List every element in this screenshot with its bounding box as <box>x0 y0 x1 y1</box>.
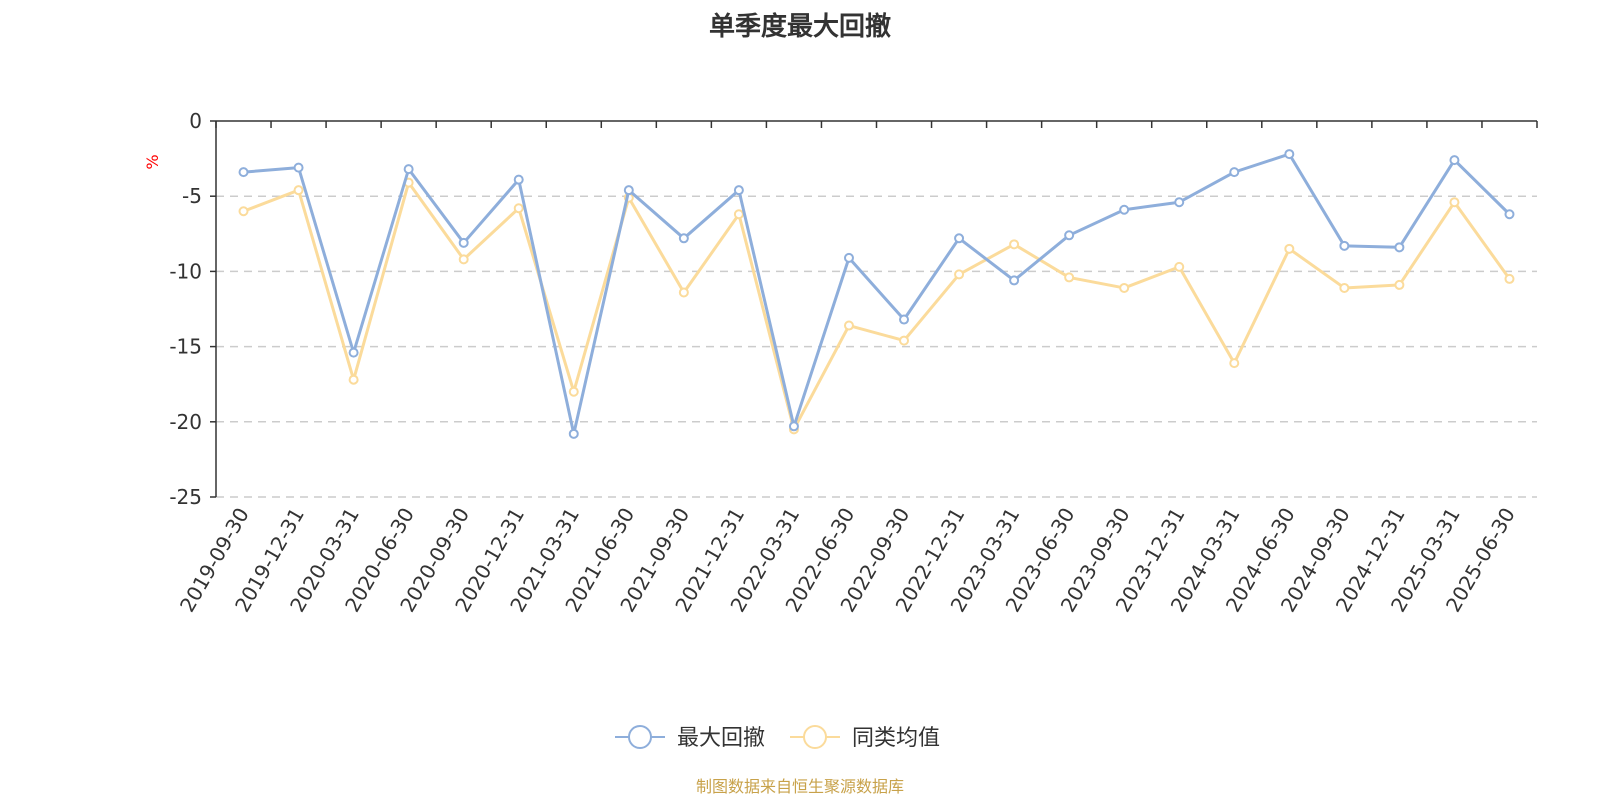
data-point[interactable] <box>733 185 744 196</box>
series-1 <box>238 177 1515 435</box>
series-line <box>242 181 1511 431</box>
data-point[interactable] <box>568 428 579 439</box>
y-tick-label: -20 <box>169 410 202 434</box>
data-point[interactable] <box>403 164 414 175</box>
data-point[interactable] <box>1339 282 1350 293</box>
data-point[interactable] <box>513 174 524 185</box>
data-point[interactable] <box>733 209 744 220</box>
data-point[interactable] <box>1174 261 1185 272</box>
data-point[interactable] <box>1449 155 1460 166</box>
data-point[interactable] <box>1009 239 1020 250</box>
data-point[interactable] <box>899 335 910 346</box>
data-point[interactable] <box>348 374 359 385</box>
data-point[interactable] <box>1284 243 1295 254</box>
legend-label: 最大回撤 <box>677 726 765 751</box>
data-point[interactable] <box>954 269 965 280</box>
y-tick-label: -15 <box>169 335 202 359</box>
data-point[interactable] <box>1064 230 1075 241</box>
legend-circle-icon <box>628 725 652 749</box>
data-point[interactable] <box>1339 240 1350 251</box>
data-point[interactable] <box>1009 275 1020 286</box>
legend-item[interactable]: 同类均值 <box>790 725 940 751</box>
chart-title: 单季度最大回撤 <box>709 11 891 42</box>
series-0 <box>238 149 1515 439</box>
data-point[interactable] <box>788 421 799 432</box>
data-point[interactable] <box>843 252 854 263</box>
data-point[interactable] <box>1504 209 1515 220</box>
data-point[interactable] <box>1284 149 1295 160</box>
data-point[interactable] <box>899 314 910 325</box>
data-point[interactable] <box>1504 273 1515 284</box>
data-point[interactable] <box>623 185 634 196</box>
data-point[interactable] <box>678 287 689 298</box>
data-point[interactable] <box>238 206 249 217</box>
source-note: 制图数据来自恒生聚源数据库 <box>696 777 904 796</box>
data-point[interactable] <box>1229 358 1240 369</box>
data-point[interactable] <box>1174 197 1185 208</box>
y-axis-unit-label: % <box>143 154 162 169</box>
axes: 0-5-10-15-20-252019-09-302019-12-312020-… <box>169 109 1538 616</box>
data-point[interactable] <box>293 162 304 173</box>
data-point[interactable] <box>1119 282 1130 293</box>
data-point[interactable] <box>843 320 854 331</box>
data-point[interactable] <box>1119 204 1130 215</box>
legend-circle-icon <box>803 725 827 749</box>
y-tick-label: -10 <box>169 259 202 283</box>
data-point[interactable] <box>458 237 469 248</box>
data-point[interactable] <box>954 233 965 244</box>
data-point[interactable] <box>568 386 579 397</box>
series-line <box>243 152 1511 436</box>
data-point[interactable] <box>458 254 469 265</box>
data-point[interactable] <box>513 203 524 214</box>
data-point[interactable] <box>1394 279 1405 290</box>
data-point[interactable] <box>1229 167 1240 178</box>
y-tick-label: 0 <box>189 109 202 133</box>
y-tick-label: -25 <box>169 485 202 509</box>
legend[interactable]: 最大回撤 同类均值 <box>615 725 940 751</box>
data-point[interactable] <box>1449 197 1460 208</box>
data-point[interactable] <box>238 167 249 178</box>
data-point[interactable] <box>293 185 304 196</box>
grid <box>216 195 1537 498</box>
data-point[interactable] <box>678 233 689 244</box>
series <box>238 149 1515 439</box>
data-point[interactable] <box>1394 242 1405 253</box>
legend-item[interactable]: 最大回撤 <box>615 725 765 751</box>
data-point[interactable] <box>1064 272 1075 283</box>
y-tick-label: -5 <box>182 184 202 208</box>
legend-label: 同类均值 <box>852 726 940 751</box>
data-point[interactable] <box>348 347 359 358</box>
